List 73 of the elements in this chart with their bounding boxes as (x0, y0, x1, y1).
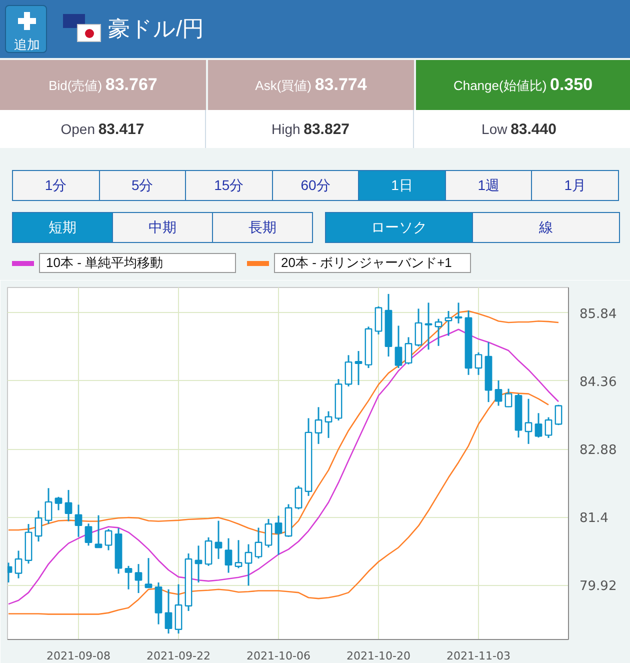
candlestick (544, 416, 552, 439)
candlestick (94, 514, 102, 548)
text: Open 83.417 (60, 121, 144, 138)
candlestick (74, 504, 82, 538)
text: Change(始値比) 0.350 (453, 75, 593, 94)
candlestick (54, 496, 62, 511)
candlestick (144, 557, 152, 588)
candlestick (404, 336, 412, 366)
candlestick (134, 563, 142, 594)
candlestick (224, 538, 232, 574)
y-tick-label: 82.88 (580, 443, 617, 458)
candlestick (84, 522, 92, 546)
candlestick (534, 412, 542, 438)
text: Bid(売値) 83.767 (48, 75, 158, 94)
text: 追加 (13, 36, 41, 54)
candlestick (254, 526, 262, 560)
candlestick (244, 544, 252, 586)
text: 長期 (212, 212, 313, 243)
text: 短期 (12, 212, 113, 243)
candlestick (264, 518, 272, 548)
x-tick-label: 2021-10-06 (246, 650, 310, 662)
candlestick (204, 536, 212, 567)
candlestick (354, 350, 362, 386)
candlestick (214, 520, 222, 560)
candlestick (424, 302, 432, 350)
candlestick (64, 489, 72, 522)
text: 1分 (12, 170, 100, 201)
candlestick (234, 539, 242, 569)
candlestick (104, 528, 112, 551)
candlestick (414, 308, 422, 348)
candlestick (294, 485, 302, 510)
text: ローソク (325, 212, 473, 243)
candlestick (454, 302, 462, 324)
y-tick-label: 79.92 (580, 579, 617, 594)
text: High 83.827 (271, 121, 350, 138)
text: Ask(買値) 83.774 (255, 75, 367, 94)
text: 中期 (112, 212, 213, 243)
text: 1週 (444, 170, 532, 201)
y-tick-label: 84.36 (580, 374, 617, 390)
text: 60分 (272, 170, 360, 201)
candlestick (124, 565, 132, 590)
candlestick (524, 398, 532, 445)
candlestick (374, 306, 382, 336)
text: 15分 (185, 170, 273, 201)
legend-label: 20本 - ボリンジャーバンド+1 (274, 253, 471, 273)
candlestick (344, 354, 352, 388)
chart-title: 豪ドル/円 (108, 15, 206, 43)
text: 5分 (98, 170, 186, 201)
text: Low 83.440 (482, 121, 556, 138)
legend-label: 10本 - 単純平均移動 (39, 253, 236, 273)
candlestick (504, 388, 512, 408)
text: 1月 (531, 170, 619, 201)
text: 1日 (358, 170, 446, 201)
text: 線 (472, 212, 620, 243)
x-tick-label: 2021-10-20 (346, 650, 410, 662)
candlestick (324, 410, 332, 439)
candlestick (14, 550, 22, 580)
candlestick (274, 514, 282, 556)
candlestick (494, 380, 502, 407)
candlestick (194, 544, 202, 584)
candlestick (474, 352, 482, 376)
candlestick (434, 318, 442, 347)
x-tick-label: 2021-11-03 (446, 650, 510, 662)
candlestick (394, 324, 402, 369)
y-tick-label: 81.4 (580, 511, 608, 526)
candlestick (34, 510, 42, 542)
x-tick-label: 2021-09-22 (146, 650, 210, 662)
candlestick (164, 588, 172, 634)
x-tick-label: 2021-09-08 (46, 650, 110, 662)
candlestick (44, 487, 52, 525)
y-tick-label: 85.84 (580, 306, 617, 322)
line-series (8, 328, 560, 605)
candlestick (314, 406, 322, 445)
